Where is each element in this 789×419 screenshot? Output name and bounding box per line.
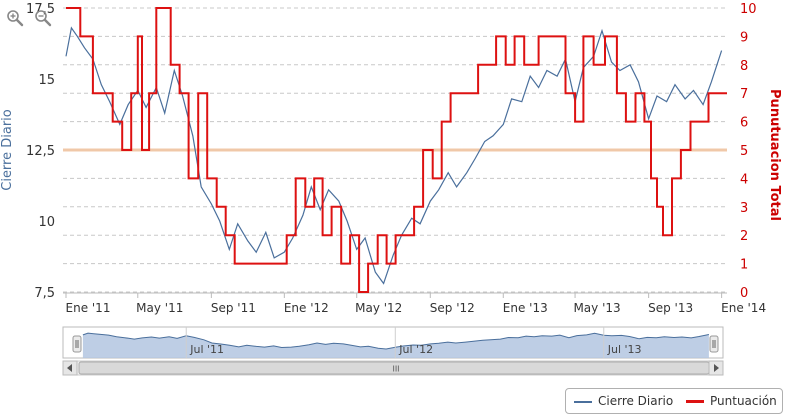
- navigator-label: Jul '13: [607, 343, 642, 356]
- right-tick-label: 0: [740, 286, 748, 301]
- right-tick-label: 10: [740, 2, 757, 17]
- x-tick-label: Ene '14: [721, 301, 766, 315]
- right-tick-label: 6: [740, 116, 748, 131]
- x-tick-label: Sep '12: [430, 301, 475, 315]
- x-tick-label: Sep '11: [211, 301, 256, 315]
- legend-swatch-cierre-diario: [574, 400, 592, 403]
- navigator-label: Jul '12: [398, 343, 433, 356]
- x-axis-ticks: Ene '11 May '11 Sep '11 Ene '12 May '12 Sep '…: [63, 292, 766, 315]
- x-tick-label: Sep '13: [648, 301, 693, 315]
- zoom-out-icon: [35, 10, 52, 27]
- scroll-left-arrow-icon: [67, 364, 72, 372]
- navigator-labels: Jul '11 Jul '12 Jul '13: [185, 327, 642, 358]
- navigator-handle-left[interactable]: [72, 335, 82, 353]
- right-tick-label: 1: [740, 258, 748, 273]
- navigator-line: [82, 332, 709, 350]
- zoom-in-button[interactable]: [6, 9, 24, 27]
- right-tick-label: 3: [740, 201, 748, 216]
- legend-swatch-puntuacion: [686, 400, 704, 403]
- navigator[interactable]: Jul '11 Jul '12 Jul '13: [62, 326, 724, 359]
- left-tick-label: 17,5: [26, 2, 55, 17]
- series-line-cierre-diario: [65, 26, 723, 285]
- right-tick-label: 5: [740, 144, 748, 159]
- x-tick-label: Ene '13: [503, 301, 548, 315]
- legend-label-puntuacion: Puntuación: [710, 394, 777, 408]
- x-tick-label: Ene '12: [284, 301, 329, 315]
- left-tick-label: 12,5: [26, 144, 55, 159]
- legend-label-cierre-diario: Cierre Diario: [598, 394, 674, 408]
- right-tick-label: 9: [740, 30, 748, 45]
- navigator-handle-right[interactable]: [709, 335, 719, 353]
- x-tick-label: May '11: [136, 301, 183, 315]
- x-tick-label: May '12: [355, 301, 402, 315]
- right-tick-label: 2: [740, 229, 748, 244]
- left-tick-label: 7,5: [34, 286, 55, 301]
- right-tick-label: 7: [740, 87, 748, 102]
- series-line-puntuacion: [66, 7, 727, 293]
- zoom-in-icon: [7, 10, 24, 27]
- zoom-out-button[interactable]: [34, 9, 52, 27]
- legend-item-puntuacion[interactable]: Puntuación: [686, 389, 777, 413]
- scrollbar[interactable]: III: [62, 360, 724, 376]
- x-tick-label: Ene '11: [66, 301, 111, 315]
- right-tick-label: 4: [740, 172, 748, 187]
- right-axis-label: Punutuacion Total: [767, 89, 782, 221]
- x-tick-label: May '13: [573, 301, 620, 315]
- left-tick-label: 15: [38, 73, 55, 88]
- left-axis-label: Cierre Diario: [0, 109, 15, 191]
- navigator-area: [82, 333, 709, 358]
- legend-item-cierre-diario[interactable]: Cierre Diario: [574, 389, 673, 413]
- scroll-right-arrow-icon: [714, 364, 719, 372]
- navigator-label: Jul '11: [189, 343, 224, 356]
- legend: Cierre Diario Puntuación: [565, 388, 783, 414]
- left-tick-label: 10: [38, 215, 55, 230]
- left-axis-ticks: 7,5 10 12,5 15 17,5: [26, 2, 55, 301]
- scrollbar-grip: III: [392, 365, 399, 374]
- right-axis-ticks: 0 1 2 3 4 5 6 7 8 9 10: [740, 2, 757, 301]
- right-tick-label: 8: [740, 59, 748, 74]
